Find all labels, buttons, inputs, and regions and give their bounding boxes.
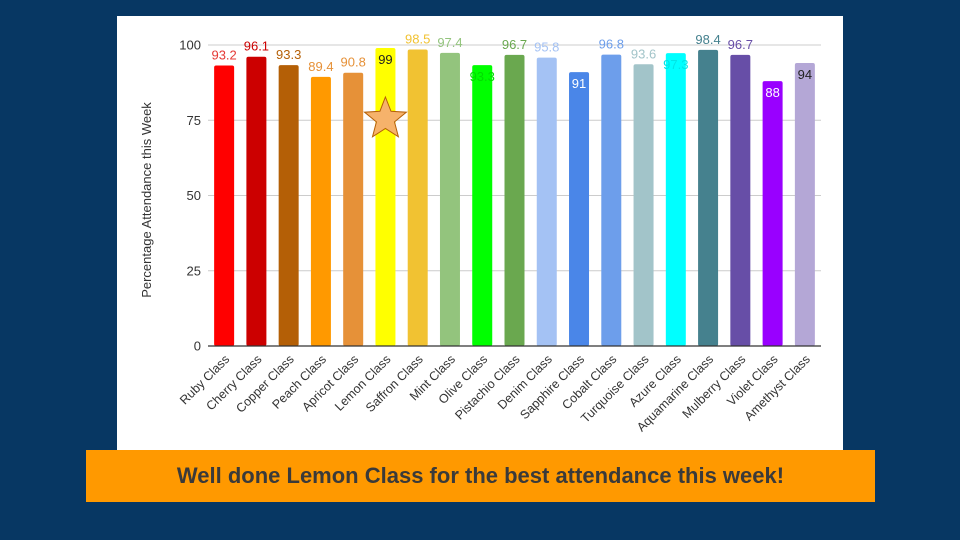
highlight-layer (363, 95, 408, 138)
y-tick-label: 0 (194, 339, 201, 354)
data-label: 89.4 (308, 59, 333, 74)
bar (407, 49, 428, 346)
data-label: 97.3 (663, 57, 688, 72)
banner-text: Well done Lemon Class for the best atten… (176, 463, 785, 488)
data-label: 99 (378, 52, 392, 67)
bar (310, 76, 331, 346)
data-label: 98.4 (695, 32, 720, 47)
data-label: 94 (798, 67, 812, 82)
bar (698, 49, 719, 346)
data-label: 93.6 (631, 46, 656, 61)
bar (472, 65, 493, 347)
data-label: 96.8 (599, 37, 624, 52)
bar (730, 54, 751, 347)
y-axis-title: Percentage Attendance this Week (139, 102, 154, 298)
bar (601, 54, 622, 347)
y-tick-label: 75 (187, 113, 201, 128)
data-labels: 93.2 96.1 93.3 89.4 90.8 99 98.5 97.4 93.3 96.7 95… (211, 32, 812, 101)
data-label: 90.8 (341, 55, 366, 70)
data-label: 96.1 (244, 39, 269, 54)
bar (439, 52, 460, 347)
bar (569, 72, 590, 346)
bar (536, 57, 557, 346)
data-label: 98.5 (405, 32, 430, 47)
y-tick-label: 25 (187, 263, 201, 278)
bar (375, 48, 396, 346)
y-tick-label: 50 (187, 188, 201, 203)
data-label: 95.8 (534, 40, 559, 55)
data-label: 93.3 (470, 69, 495, 84)
data-label: 96.7 (728, 37, 753, 52)
star-icon (363, 95, 408, 138)
bar (246, 56, 267, 346)
data-label: 97.4 (437, 35, 462, 50)
y-ticks: 0 25 50 75 100 (179, 38, 201, 354)
data-label: 93.3 (276, 47, 301, 62)
bar (633, 64, 654, 346)
data-label: 93.2 (211, 47, 236, 62)
congratulations-banner: Well done Lemon Class for the best atten… (86, 450, 875, 502)
bar (794, 63, 815, 347)
bars (214, 48, 815, 347)
bar (504, 54, 525, 347)
bar (762, 81, 783, 347)
bar (665, 53, 686, 346)
chart-panel: 0 25 50 75 100 Ruby Class Cherry Class Copper … (117, 16, 843, 450)
data-label: 96.7 (502, 37, 527, 52)
bar (214, 65, 235, 346)
data-label: 91 (572, 76, 586, 91)
bar (278, 65, 299, 347)
bar (343, 72, 364, 346)
y-tick-label: 100 (179, 38, 201, 53)
data-label: 88 (765, 85, 779, 100)
